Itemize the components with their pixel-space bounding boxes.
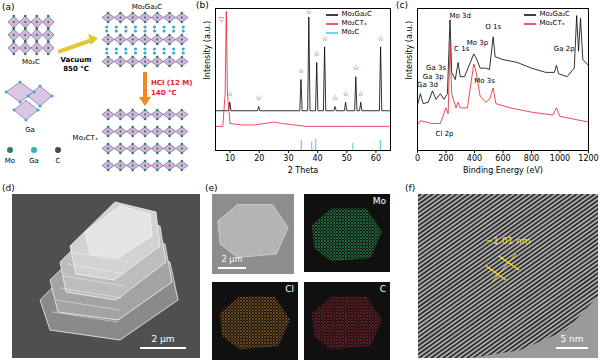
svg-text:O 1s: O 1s — [485, 23, 501, 31]
html-text:Mo₂Ga₂C: Mo₂Ga₂C — [539, 10, 570, 18]
svg-text:Intensity (a.u.): Intensity (a.u.) — [203, 21, 212, 80]
svg-text:☆: ☆ — [353, 64, 359, 72]
svg-text:Mo₂Ga₂C: Mo₂Ga₂C — [132, 3, 163, 11]
svg-text:Ga 2p: Ga 2p — [554, 45, 575, 53]
svg-text:Binding Energy (eV): Binding Energy (eV) — [463, 166, 543, 175]
svg-text:(f): (f) — [405, 183, 415, 193]
svg-text:800: 800 — [524, 154, 539, 163]
svg-text:HCl (12 M): HCl (12 M) — [151, 79, 192, 87]
svg-text:2 Theta: 2 Theta — [288, 166, 319, 175]
svg-text:Cl 2p: Cl 2p — [436, 130, 455, 138]
svg-text:200: 200 — [438, 154, 453, 163]
html-text:(c): (c) — [396, 0, 408, 10]
html-text:(b): (b) — [196, 0, 209, 10]
svg-text:50: 50 — [342, 154, 352, 163]
svg-text:Mo 3p: Mo 3p — [467, 39, 489, 47]
svg-text:Intensity (a.u.): Intensity (a.u.) — [405, 21, 414, 80]
svg-text:400: 400 — [467, 154, 482, 163]
svg-text:Ga 3s: Ga 3s — [426, 64, 446, 72]
svg-text:Mo: Mo — [5, 157, 15, 165]
svg-text:C: C — [380, 284, 386, 294]
html-text:Mo₂C: Mo₂C — [341, 28, 360, 36]
svg-text:☆: ☆ — [332, 94, 338, 102]
svg-text:1200: 1200 — [578, 154, 598, 163]
svg-text:(a): (a) — [2, 2, 15, 12]
svg-text:☆: ☆ — [342, 90, 348, 98]
svg-text:☆: ☆ — [358, 90, 364, 98]
svg-text:☆: ☆ — [227, 90, 233, 98]
svg-text:30: 30 — [283, 154, 293, 163]
svg-text:Mo₂CTₓ: Mo₂CTₓ — [73, 134, 98, 142]
svg-text:5 nm: 5 nm — [560, 334, 583, 344]
svg-text:Mo₂C: Mo₂C — [22, 58, 40, 66]
svg-text:(e): (e) — [205, 183, 218, 193]
svg-text:Mo 3s: Mo 3s — [474, 77, 495, 85]
svg-text:2 μm: 2 μm — [151, 334, 174, 344]
svg-text:850 °C: 850 °C — [63, 65, 89, 73]
svg-text:Mo: Mo — [373, 196, 387, 206]
svg-text:~1.01 nm: ~1.01 nm — [486, 236, 531, 246]
svg-text:20: 20 — [254, 154, 264, 163]
svg-text:Ga: Ga — [29, 157, 39, 165]
svg-text:600: 600 — [495, 154, 510, 163]
svg-text:☆: ☆ — [298, 67, 304, 75]
svg-text:Ga 3d: Ga 3d — [417, 81, 438, 89]
svg-text:60: 60 — [371, 154, 381, 163]
svg-text:1000: 1000 — [550, 154, 570, 163]
html-text:Mo₂Ga₂C: Mo₂Ga₂C — [341, 10, 372, 18]
svg-text:Ga: Ga — [25, 126, 35, 134]
html-text:Mo₂CTₓ: Mo₂CTₓ — [539, 19, 565, 27]
html-text:Mo₂CTₓ: Mo₂CTₓ — [341, 19, 367, 27]
svg-text:C: C — [56, 157, 61, 165]
svg-text:10: 10 — [225, 154, 235, 163]
svg-text:Vacuum: Vacuum — [60, 56, 91, 64]
svg-text:0: 0 — [415, 154, 420, 163]
svg-text:Mo 3d: Mo 3d — [450, 12, 471, 20]
svg-text:▽: ▽ — [219, 16, 225, 24]
svg-text:Ga 3p: Ga 3p — [423, 73, 444, 81]
svg-text:40: 40 — [312, 154, 322, 163]
svg-text:C 1s: C 1s — [454, 44, 470, 53]
svg-text:☆: ☆ — [256, 94, 262, 102]
svg-text:(d): (d) — [2, 183, 15, 193]
svg-text:☆: ☆ — [377, 35, 383, 43]
svg-text:☆: ☆ — [314, 50, 320, 58]
svg-text:140 °C: 140 °C — [151, 89, 177, 97]
svg-text:2 μm: 2 μm — [222, 255, 243, 264]
svg-text:Cl: Cl — [285, 284, 294, 294]
